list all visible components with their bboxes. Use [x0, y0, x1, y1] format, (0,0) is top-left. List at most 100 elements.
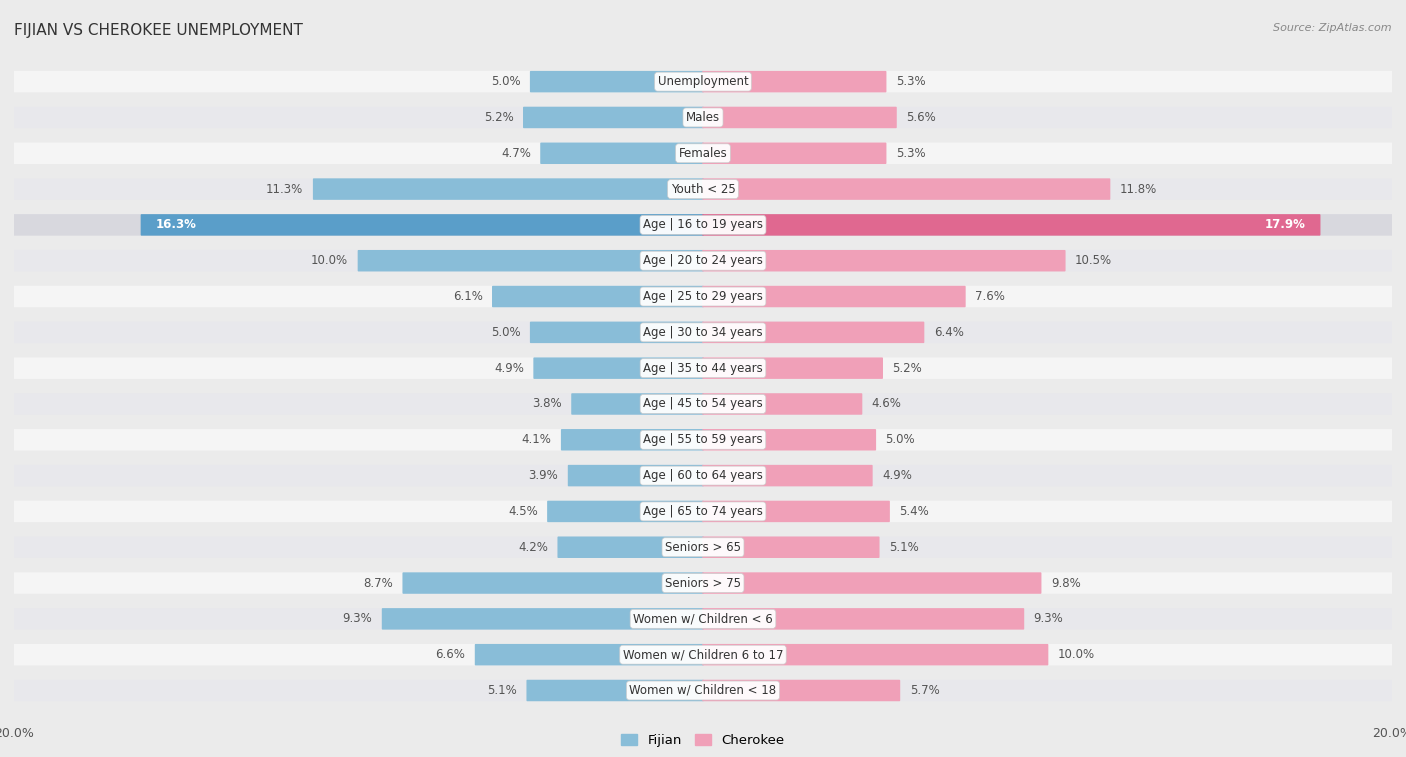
Text: Source: ZipAtlas.com: Source: ZipAtlas.com	[1274, 23, 1392, 33]
FancyBboxPatch shape	[475, 644, 704, 665]
FancyBboxPatch shape	[13, 500, 1393, 522]
FancyBboxPatch shape	[530, 322, 704, 343]
FancyBboxPatch shape	[557, 537, 704, 558]
Text: 6.1%: 6.1%	[453, 290, 482, 303]
FancyBboxPatch shape	[702, 572, 1042, 593]
Text: 11.3%: 11.3%	[266, 182, 304, 195]
Text: 5.4%: 5.4%	[900, 505, 929, 518]
Text: Seniors > 75: Seniors > 75	[665, 577, 741, 590]
Text: 6.6%: 6.6%	[436, 648, 465, 661]
Text: Females: Females	[679, 147, 727, 160]
Text: Age | 30 to 34 years: Age | 30 to 34 years	[643, 326, 763, 339]
FancyBboxPatch shape	[382, 608, 704, 630]
Text: Unemployment: Unemployment	[658, 75, 748, 88]
FancyBboxPatch shape	[13, 71, 1393, 92]
FancyBboxPatch shape	[561, 429, 704, 450]
Text: 17.9%: 17.9%	[1265, 219, 1306, 232]
Text: 5.3%: 5.3%	[896, 75, 925, 88]
Text: 3.9%: 3.9%	[529, 469, 558, 482]
FancyBboxPatch shape	[568, 465, 704, 486]
Text: 4.9%: 4.9%	[494, 362, 524, 375]
Text: 3.8%: 3.8%	[531, 397, 562, 410]
Text: 5.0%: 5.0%	[491, 326, 520, 339]
Text: 5.0%: 5.0%	[491, 75, 520, 88]
Legend: Fijian, Cherokee: Fijian, Cherokee	[616, 729, 790, 752]
FancyBboxPatch shape	[702, 537, 880, 558]
FancyBboxPatch shape	[702, 393, 862, 415]
Text: 5.1%: 5.1%	[889, 540, 918, 553]
Text: FIJIAN VS CHEROKEE UNEMPLOYMENT: FIJIAN VS CHEROKEE UNEMPLOYMENT	[14, 23, 302, 38]
FancyBboxPatch shape	[702, 644, 1049, 665]
Text: 4.5%: 4.5%	[508, 505, 537, 518]
FancyBboxPatch shape	[13, 537, 1393, 558]
FancyBboxPatch shape	[402, 572, 704, 593]
Text: Youth < 25: Youth < 25	[671, 182, 735, 195]
Text: 5.6%: 5.6%	[907, 111, 936, 124]
Text: Males: Males	[686, 111, 720, 124]
FancyBboxPatch shape	[702, 357, 883, 379]
Text: Age | 55 to 59 years: Age | 55 to 59 years	[643, 433, 763, 447]
FancyBboxPatch shape	[702, 71, 886, 92]
Text: 4.7%: 4.7%	[501, 147, 531, 160]
Text: Age | 20 to 24 years: Age | 20 to 24 years	[643, 254, 763, 267]
FancyBboxPatch shape	[13, 357, 1393, 379]
FancyBboxPatch shape	[13, 644, 1393, 665]
FancyBboxPatch shape	[314, 179, 704, 200]
FancyBboxPatch shape	[13, 572, 1393, 593]
FancyBboxPatch shape	[357, 250, 704, 272]
FancyBboxPatch shape	[13, 250, 1393, 272]
Text: 5.3%: 5.3%	[896, 147, 925, 160]
FancyBboxPatch shape	[702, 142, 886, 164]
FancyBboxPatch shape	[13, 393, 1393, 415]
Text: 4.1%: 4.1%	[522, 433, 551, 447]
Text: 4.6%: 4.6%	[872, 397, 901, 410]
Text: Age | 35 to 44 years: Age | 35 to 44 years	[643, 362, 763, 375]
FancyBboxPatch shape	[13, 680, 1393, 701]
FancyBboxPatch shape	[13, 142, 1393, 164]
Text: 10.5%: 10.5%	[1076, 254, 1112, 267]
Text: 11.8%: 11.8%	[1119, 182, 1157, 195]
FancyBboxPatch shape	[571, 393, 704, 415]
Text: 5.2%: 5.2%	[893, 362, 922, 375]
Text: Age | 16 to 19 years: Age | 16 to 19 years	[643, 219, 763, 232]
Text: 10.0%: 10.0%	[311, 254, 349, 267]
Text: 16.3%: 16.3%	[155, 219, 197, 232]
FancyBboxPatch shape	[702, 107, 897, 128]
FancyBboxPatch shape	[702, 680, 900, 701]
FancyBboxPatch shape	[13, 214, 1393, 235]
FancyBboxPatch shape	[13, 322, 1393, 343]
FancyBboxPatch shape	[702, 465, 873, 486]
Text: 8.7%: 8.7%	[363, 577, 392, 590]
FancyBboxPatch shape	[492, 286, 704, 307]
Text: Age | 60 to 64 years: Age | 60 to 64 years	[643, 469, 763, 482]
Text: 5.0%: 5.0%	[886, 433, 915, 447]
FancyBboxPatch shape	[702, 608, 1024, 630]
FancyBboxPatch shape	[533, 357, 704, 379]
Text: Age | 45 to 54 years: Age | 45 to 54 years	[643, 397, 763, 410]
Text: 9.3%: 9.3%	[1033, 612, 1063, 625]
FancyBboxPatch shape	[13, 608, 1393, 630]
FancyBboxPatch shape	[13, 465, 1393, 486]
Text: 6.4%: 6.4%	[934, 326, 963, 339]
Text: 9.3%: 9.3%	[343, 612, 373, 625]
FancyBboxPatch shape	[702, 179, 1111, 200]
FancyBboxPatch shape	[13, 286, 1393, 307]
Text: 4.9%: 4.9%	[882, 469, 912, 482]
FancyBboxPatch shape	[13, 179, 1393, 200]
Text: Women w/ Children 6 to 17: Women w/ Children 6 to 17	[623, 648, 783, 661]
Text: 5.2%: 5.2%	[484, 111, 513, 124]
FancyBboxPatch shape	[702, 250, 1066, 272]
FancyBboxPatch shape	[702, 322, 924, 343]
FancyBboxPatch shape	[702, 214, 1320, 235]
Text: Women w/ Children < 18: Women w/ Children < 18	[630, 684, 776, 697]
Text: 9.8%: 9.8%	[1050, 577, 1081, 590]
FancyBboxPatch shape	[526, 680, 704, 701]
FancyBboxPatch shape	[702, 429, 876, 450]
Text: Women w/ Children < 6: Women w/ Children < 6	[633, 612, 773, 625]
Text: Age | 25 to 29 years: Age | 25 to 29 years	[643, 290, 763, 303]
FancyBboxPatch shape	[540, 142, 704, 164]
FancyBboxPatch shape	[141, 214, 704, 235]
FancyBboxPatch shape	[702, 286, 966, 307]
FancyBboxPatch shape	[523, 107, 704, 128]
Text: 5.7%: 5.7%	[910, 684, 939, 697]
